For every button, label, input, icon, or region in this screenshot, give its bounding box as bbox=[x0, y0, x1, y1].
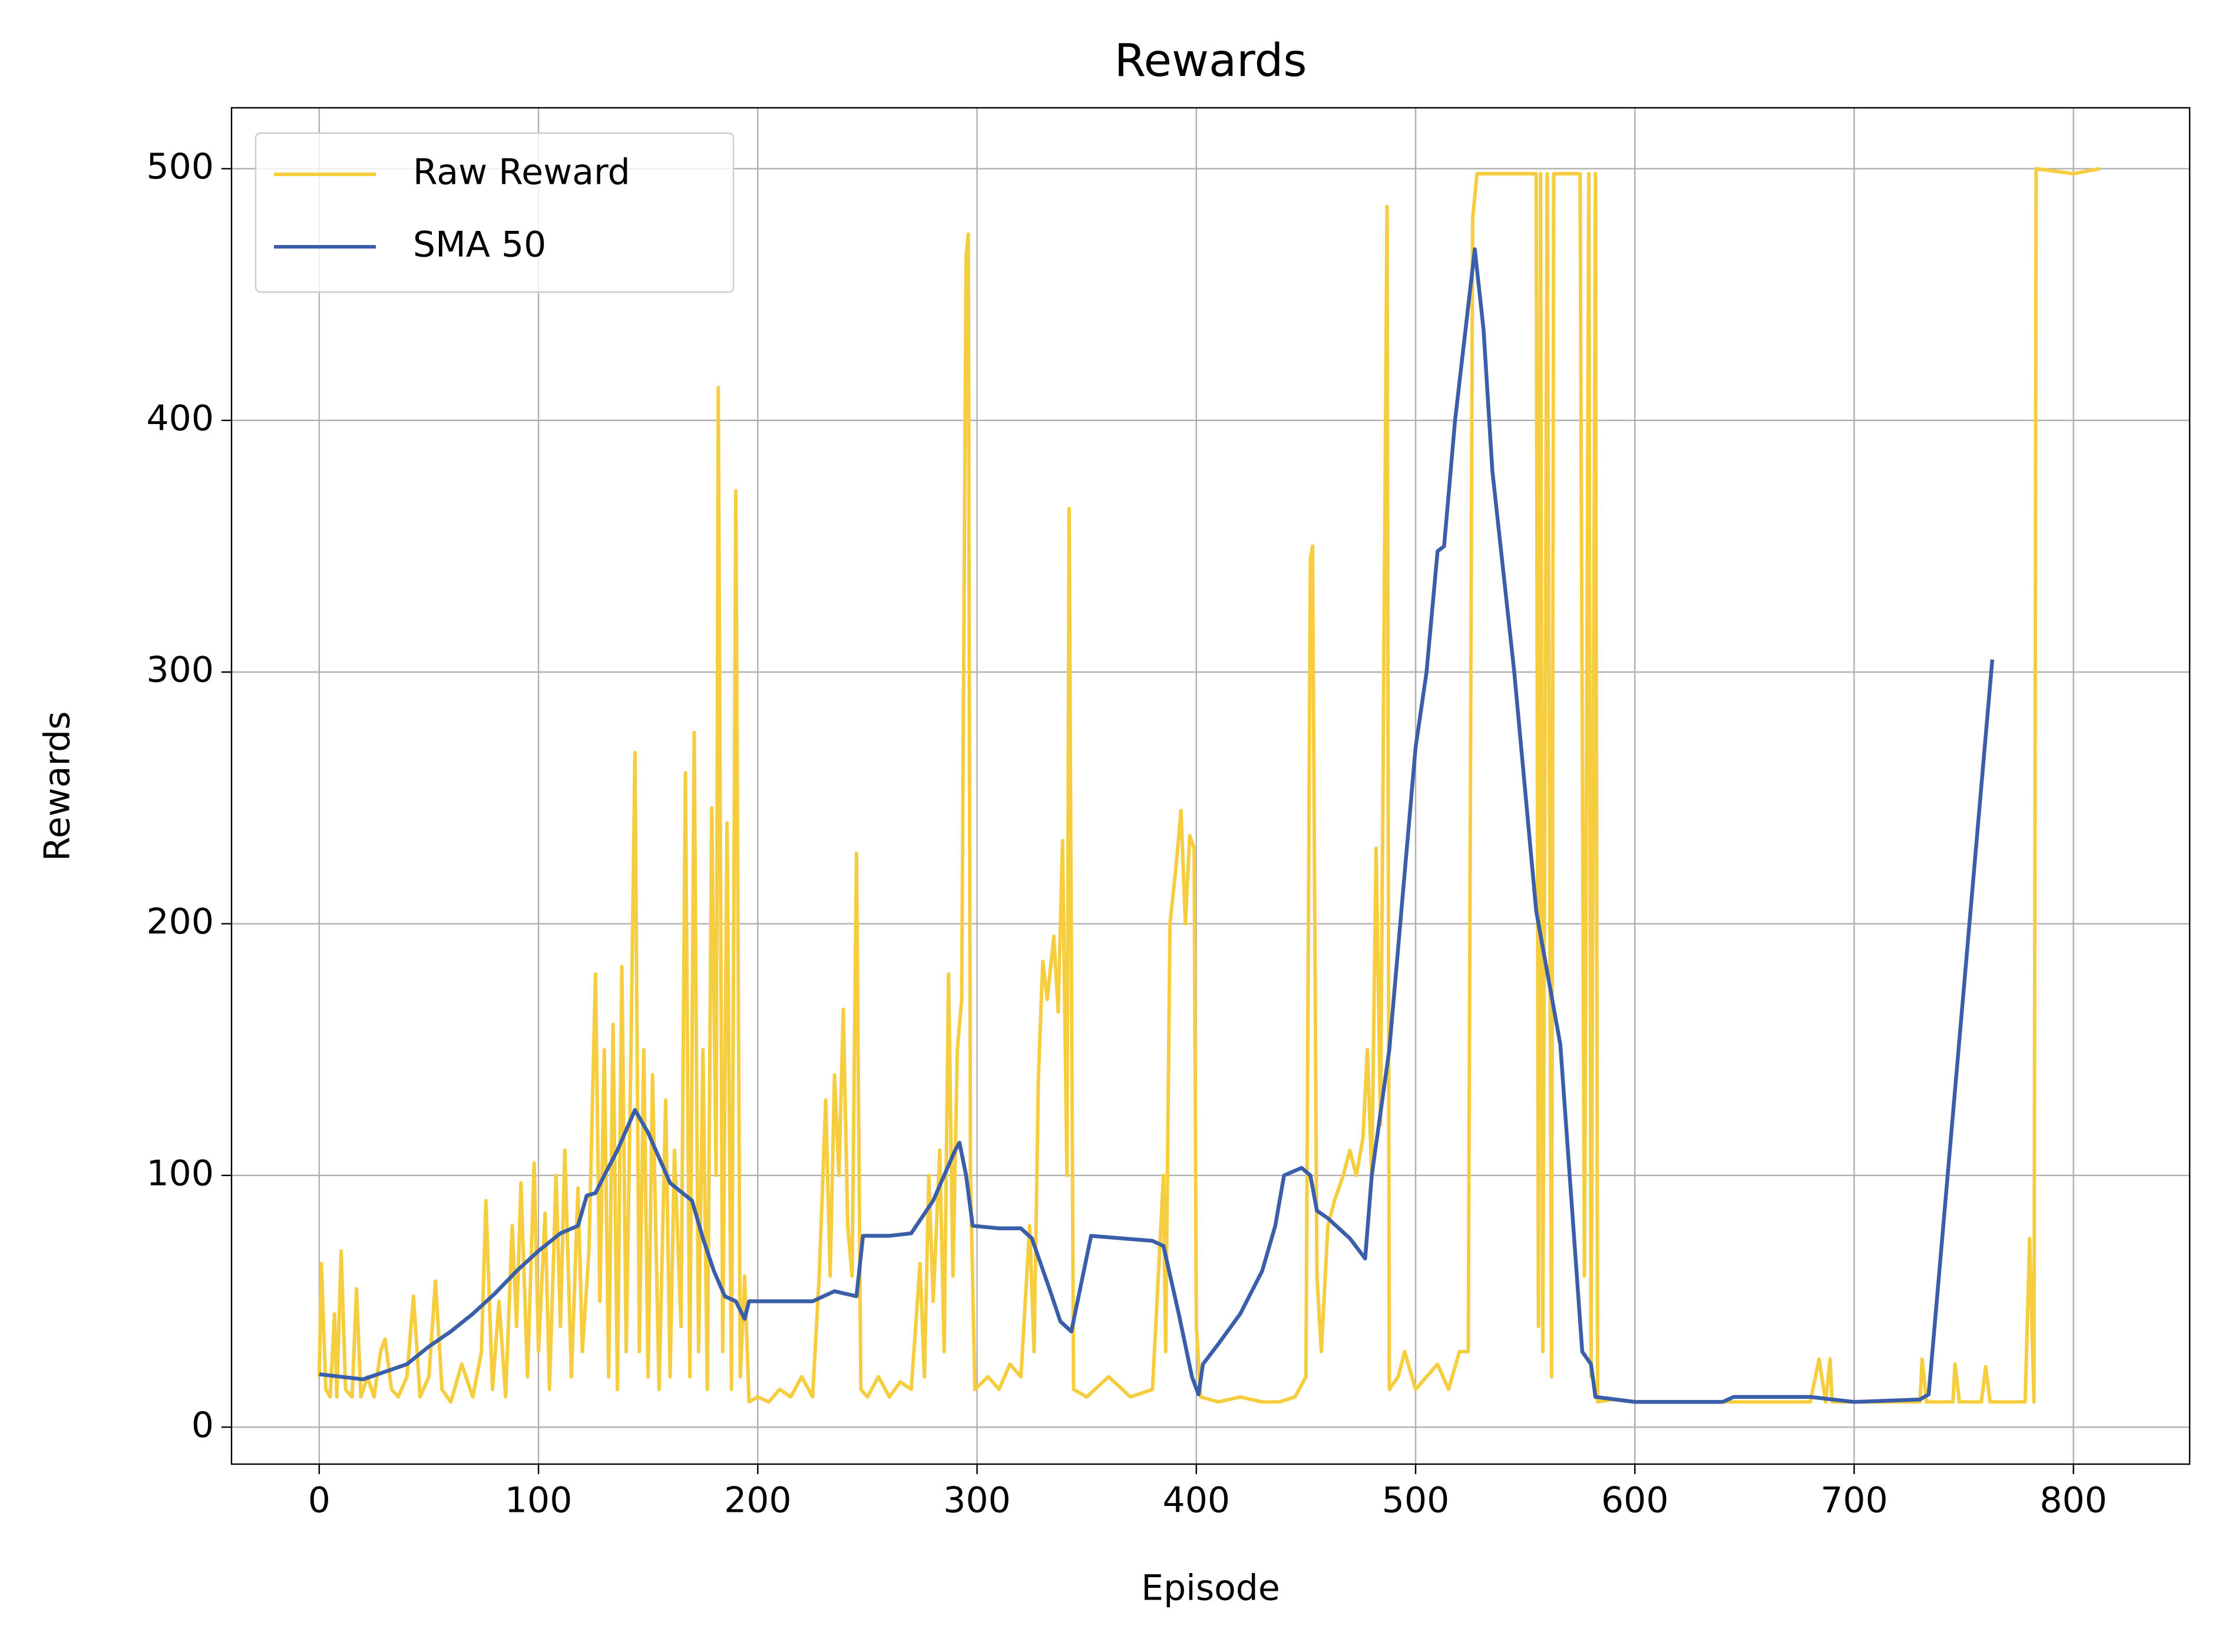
x-tick-label: 400 bbox=[1163, 1480, 1231, 1521]
x-tick-label: 200 bbox=[724, 1480, 792, 1521]
y-tick-label: 400 bbox=[146, 398, 214, 439]
x-tick-label: 700 bbox=[1820, 1480, 1888, 1521]
y-tick-label: 0 bbox=[191, 1405, 214, 1446]
x-tick-label: 800 bbox=[2039, 1480, 2107, 1521]
legend-label: Raw Reward bbox=[413, 152, 630, 193]
legend: Raw Reward SMA 50 bbox=[254, 132, 735, 293]
data-line bbox=[319, 247, 1995, 1404]
y-tick-label: 200 bbox=[146, 901, 214, 942]
y-tick-label: 100 bbox=[146, 1153, 214, 1194]
x-tick-label: 0 bbox=[308, 1480, 330, 1521]
legend-label: SMA 50 bbox=[413, 224, 546, 266]
x-tick-label: 300 bbox=[943, 1480, 1011, 1521]
data-line bbox=[317, 167, 2100, 1404]
plot-frame bbox=[230, 107, 2191, 1465]
y-tick-label: 500 bbox=[146, 146, 214, 187]
x-tick-label: 600 bbox=[1601, 1480, 1669, 1521]
chart-title: Rewards bbox=[1115, 35, 1307, 87]
y-axis-label: Rewards bbox=[37, 711, 78, 862]
x-tick-label: 500 bbox=[1382, 1480, 1450, 1521]
x-axis-label: Episode bbox=[1141, 1568, 1280, 1609]
x-tick-label: 100 bbox=[505, 1480, 573, 1521]
y-tick-label: 300 bbox=[146, 650, 214, 691]
